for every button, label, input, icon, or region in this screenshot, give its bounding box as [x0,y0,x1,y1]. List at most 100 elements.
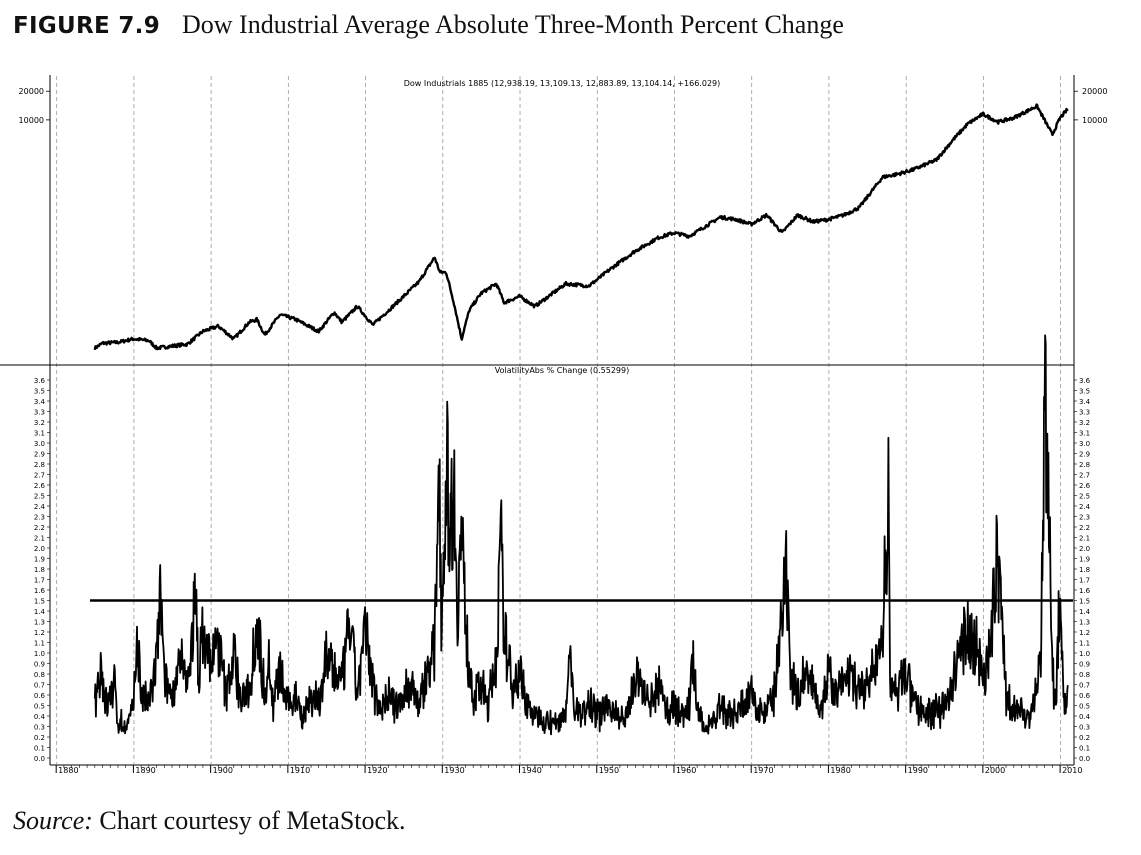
vol-label-left: 2.4 [34,503,46,511]
year-label: 1960 [676,766,696,775]
vol-label-left: 3.3 [34,409,45,417]
vol-label-right: 3.6 [1079,377,1091,385]
vol-label-left: 1.0 [34,650,45,658]
vol-label-right: 1.4 [1079,608,1091,616]
vol-label-right: 2.3 [1079,514,1090,522]
year-label: 1970 [753,766,773,775]
vol-label-right: 1.2 [1079,629,1090,637]
vol-label-left: 1.4 [34,608,46,616]
vol-label-right: 1.6 [1079,587,1091,595]
vol-label-right: 1.5 [1079,598,1090,606]
vol-label-right: 2.4 [1079,503,1091,511]
vol-label-left: 3.1 [34,430,45,438]
vol-label-left: 3.6 [34,377,46,385]
year-label: 2010 [1062,766,1082,775]
vol-label-right: 0.0 [1079,755,1090,763]
vol-label-right: 1.1 [1079,640,1090,648]
vol-label-right: 3.4 [1079,398,1091,406]
year-label: 1890 [135,766,155,775]
year-label: 1920 [367,766,387,775]
dow-price-line [93,103,1069,351]
vol-label-left: 1.6 [34,587,46,595]
vol-label-left: 2.7 [34,472,45,480]
vol-label-left: 2.1 [34,535,45,543]
vol-label-left: 0.6 [34,692,46,700]
vol-label-left: 2.2 [34,524,45,532]
year-label: 1900 [213,766,233,775]
vol-label-right: 0.8 [1079,671,1090,679]
figure-title: Dow Industrial Average Absolute Three-Mo… [182,10,844,39]
vol-label-left: 3.2 [34,419,45,427]
source-text: Chart courtesy of MetaStock. [99,806,406,835]
vol-label-right: 1.3 [1079,619,1090,627]
chart-container: Dow Industrials 1885 (12,938.19, 13,109.… [0,70,1141,785]
vol-label-right: 0.3 [1079,724,1090,732]
vol-label-right: 0.9 [1079,661,1090,669]
vol-label-left: 2.5 [34,493,45,501]
vol-label-right: 2.6 [1079,482,1091,490]
vol-label-left: 1.9 [34,556,45,564]
vol-label-right: 2.9 [1079,451,1090,459]
vol-label-left: 2.0 [34,545,45,553]
year-label: 1880 [58,766,78,775]
vol-label-right: 3.1 [1079,430,1090,438]
vol-label-left: 2.8 [34,461,45,469]
year-label: 1950 [599,766,619,775]
price-label-left: 20000 [19,87,44,96]
vol-label-right: 0.5 [1079,703,1090,711]
vol-label-left: 0.5 [34,703,45,711]
vol-label-left: 2.3 [34,514,45,522]
vol-label-left: 1.3 [34,619,45,627]
vol-label-left: 2.6 [34,482,46,490]
year-label: 2000 [985,766,1005,775]
volatility-axis-ticks: 0.0 0.0 0.1 0.1 0.2 0.2 0.3 0.3 0.4 0.4 0.5 0.5 0.6 0… [34,377,1091,763]
vol-label-right: 0.4 [1079,713,1091,721]
vol-label-left: 3.4 [34,398,46,406]
grid-lines [56,76,1061,764]
volatility-line [93,334,1069,736]
vol-label-right: 1.9 [1079,556,1090,564]
vol-label-right: 0.1 [1079,745,1090,753]
source-note: Source: Chart courtesy of MetaStock. [13,806,406,836]
year-label: 1930 [444,766,464,775]
vol-label-right: 2.7 [1079,472,1090,480]
volatility-chart-title: VolatilityAbs % Change (0.55299) [495,366,629,375]
vol-label-left: 0.1 [34,745,45,753]
vol-label-right: 3.0 [1079,440,1090,448]
vol-label-right: 3.3 [1079,409,1090,417]
vol-label-left: 0.8 [34,671,45,679]
vol-label-right: 1.0 [1079,650,1090,658]
vol-label-left: 1.8 [34,566,45,574]
vol-label-left: 3.5 [34,388,45,396]
price-label-left: 10000 [19,116,44,125]
vol-label-right: 0.7 [1079,682,1090,690]
vol-label-left: 0.3 [34,724,45,732]
vol-label-right: 3.2 [1079,419,1090,427]
figure-label: FIGURE 7.9 [13,13,160,39]
vol-label-right: 2.2 [1079,524,1090,532]
figure-header: FIGURE 7.9 Dow Industrial Average Absolut… [13,10,844,40]
chart-svg: Dow Industrials 1885 (12,938.19, 13,109.… [0,74,1108,775]
year-axis-ticks: 1880 1890 1900 1910 1920 1930 1940 1950 1960 1970… [55,765,1082,775]
price-axis-ticks: 10000 10000 20000 20000 [19,87,1108,125]
vol-label-left: 1.7 [34,577,45,585]
vol-label-left: 0.9 [34,661,45,669]
price-label-right: 20000 [1082,87,1107,96]
vol-label-left: 0.0 [34,755,45,763]
vol-label-left: 0.4 [34,713,46,721]
vol-label-right: 2.5 [1079,493,1090,501]
year-label: 1990 [908,766,928,775]
vol-label-right: 1.8 [1079,566,1090,574]
vol-label-left: 1.2 [34,629,45,637]
vol-label-right: 2.1 [1079,535,1090,543]
price-chart-title: Dow Industrials 1885 (12,938.19, 13,109.… [404,79,721,88]
vol-label-right: 0.6 [1079,692,1091,700]
vol-label-left: 1.1 [34,640,45,648]
vol-label-right: 1.7 [1079,577,1090,585]
vol-label-left: 0.7 [34,682,45,690]
vol-label-right: 3.5 [1079,388,1090,396]
price-label-right: 10000 [1082,116,1107,125]
year-label: 1910 [290,766,310,775]
source-label: Source: [13,806,93,835]
vol-label-left: 0.2 [34,734,45,742]
